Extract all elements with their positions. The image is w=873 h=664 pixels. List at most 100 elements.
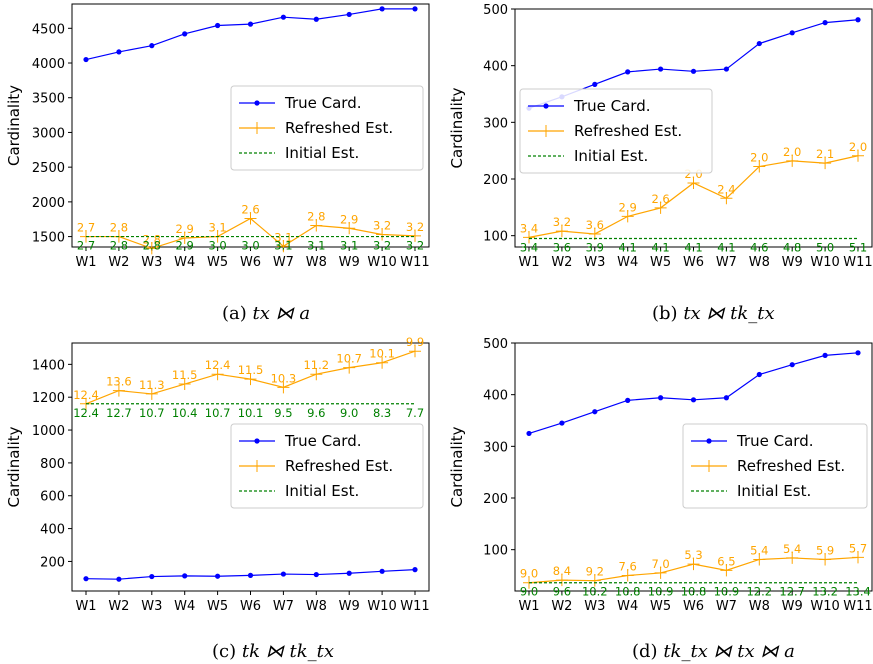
data-point [753, 160, 766, 173]
data-label: 10.9 [648, 585, 674, 599]
data-point [244, 212, 257, 225]
data-label: 13.2 [812, 585, 838, 599]
legend-label: Initial Est. [737, 482, 811, 500]
data-point [116, 576, 122, 582]
data-label: 9.9 [406, 335, 424, 349]
data-label: 7.7 [406, 406, 424, 420]
data-point [654, 201, 667, 214]
data-label: 3.0 [241, 239, 259, 253]
data-label: 10.8 [615, 585, 641, 599]
data-label: 2.9 [176, 222, 194, 236]
data-label: 10.7 [139, 406, 165, 420]
caption-expression: tx ⋈ tk_tx [683, 303, 774, 324]
data-label: 5.9 [816, 543, 834, 557]
series-line [528, 352, 859, 434]
data-point [182, 31, 188, 37]
series-initial-est: 3.4 3.6 3.9 4.1 4.1 4.1 4.1 4.6 4.8 5.0 5.1 [520, 237, 867, 255]
caption-label: (a) [222, 303, 247, 324]
y-tick-label: 800 [40, 457, 65, 472]
data-label: 3.1 [274, 239, 292, 253]
y-axis-label: Cardinality [448, 87, 466, 168]
legend-marker [543, 103, 549, 109]
data-point [343, 361, 356, 374]
data-label: 2.0 [783, 145, 801, 159]
y-tick-label: 100 [483, 544, 508, 559]
data-point [247, 21, 254, 27]
data-label: 2.8 [110, 239, 128, 253]
data-label: 10.1 [369, 347, 395, 361]
legend-label: True Card. [573, 97, 651, 115]
data-label: 3.1 [307, 239, 325, 253]
data-point [621, 210, 634, 223]
data-point [343, 222, 356, 235]
x-tick-label: W3 [141, 599, 162, 614]
data-label: 4.1 [651, 241, 669, 255]
x-tick-label: W8 [749, 599, 770, 614]
data-point [409, 229, 421, 242]
legend-box [519, 88, 713, 174]
x-tick-label: W10 [810, 599, 839, 614]
data-label: 7.0 [651, 557, 669, 571]
data-label: 3.1 [274, 230, 292, 244]
x-tick-label: W2 [551, 255, 572, 270]
data-point [819, 157, 832, 170]
data-point [559, 420, 565, 426]
x-tick-label: W1 [518, 255, 539, 270]
data-point [83, 576, 89, 582]
x-tick-label: W3 [584, 599, 605, 614]
chart-d: 100 200 300 400 500 W1 W2 W3 W4 W5 W6 W7 W8 W9 W10 W11 C… [448, 337, 873, 662]
data-point [789, 362, 795, 368]
legend: True Card. Refreshed Est. Initial Est. [230, 85, 424, 171]
data-label: 4.1 [717, 241, 735, 255]
x-tick-label: W7 [273, 255, 294, 270]
data-label: 2.8 [110, 221, 128, 235]
y-tick-label: 1200 [32, 391, 65, 406]
y-tick-label: 100 [483, 230, 508, 245]
series-initial-est: 9.0 9.6 10.2 10.8 10.9 10.8 10.9 12.2 12.7 13.2 13… [520, 582, 871, 599]
data-point [277, 240, 290, 253]
series-initial-est: 2.7 2.8 2.8 2.9 3.0 3.0 3.1 3.1 3.1 3.2 3.2 [77, 235, 424, 253]
series-refreshed-est: 3.4 3.2 3.62.92.62.02.42.0 2.0 2.12.0 [520, 140, 867, 244]
legend: True Card. Refreshed Est. Initial Est. [230, 423, 424, 509]
x-tick-label: W1 [75, 599, 96, 614]
data-point [280, 571, 286, 577]
y-tick-label: 1000 [32, 424, 65, 439]
legend-marker [706, 438, 712, 444]
data-point [852, 551, 864, 564]
data-point [720, 564, 733, 577]
data-label: 2.9 [340, 212, 358, 226]
data-label: 2.8 [143, 232, 161, 246]
legend-label: Refreshed Est. [285, 119, 393, 137]
data-label: 9.0 [340, 406, 358, 420]
data-point [786, 154, 799, 167]
data-point [313, 16, 319, 22]
data-point [822, 352, 828, 358]
data-point [409, 345, 421, 358]
data-label: 9.2 [586, 565, 604, 579]
x-tick-label: W7 [716, 599, 737, 614]
caption-label: (b) [652, 303, 678, 324]
data-label: 10.9 [714, 585, 740, 599]
x-tick-label: W11 [843, 255, 872, 270]
data-point [592, 81, 598, 87]
x-tick-label: W2 [551, 599, 572, 614]
data-label: 2.0 [750, 151, 768, 165]
data-point [658, 66, 664, 72]
x-tick-label: W9 [782, 599, 803, 614]
data-label: 9.0 [520, 567, 538, 581]
data-label: 2.8 [143, 239, 161, 253]
x-tick-label: W4 [617, 599, 638, 614]
legend-label: Refreshed Est. [574, 122, 682, 140]
data-label: 12.7 [106, 406, 132, 420]
data-label: 10.7 [336, 352, 362, 366]
data-point [523, 231, 535, 244]
data-label: 3.4 [520, 241, 538, 255]
legend-marker [254, 100, 260, 106]
data-point [178, 378, 191, 391]
data-label: 2.9 [619, 200, 637, 214]
legend-box [682, 423, 868, 509]
data-label: 2.8 [307, 209, 325, 223]
data-label: 10.2 [582, 585, 608, 599]
data-label: 5.3 [684, 548, 702, 562]
legend-marker [703, 460, 715, 472]
